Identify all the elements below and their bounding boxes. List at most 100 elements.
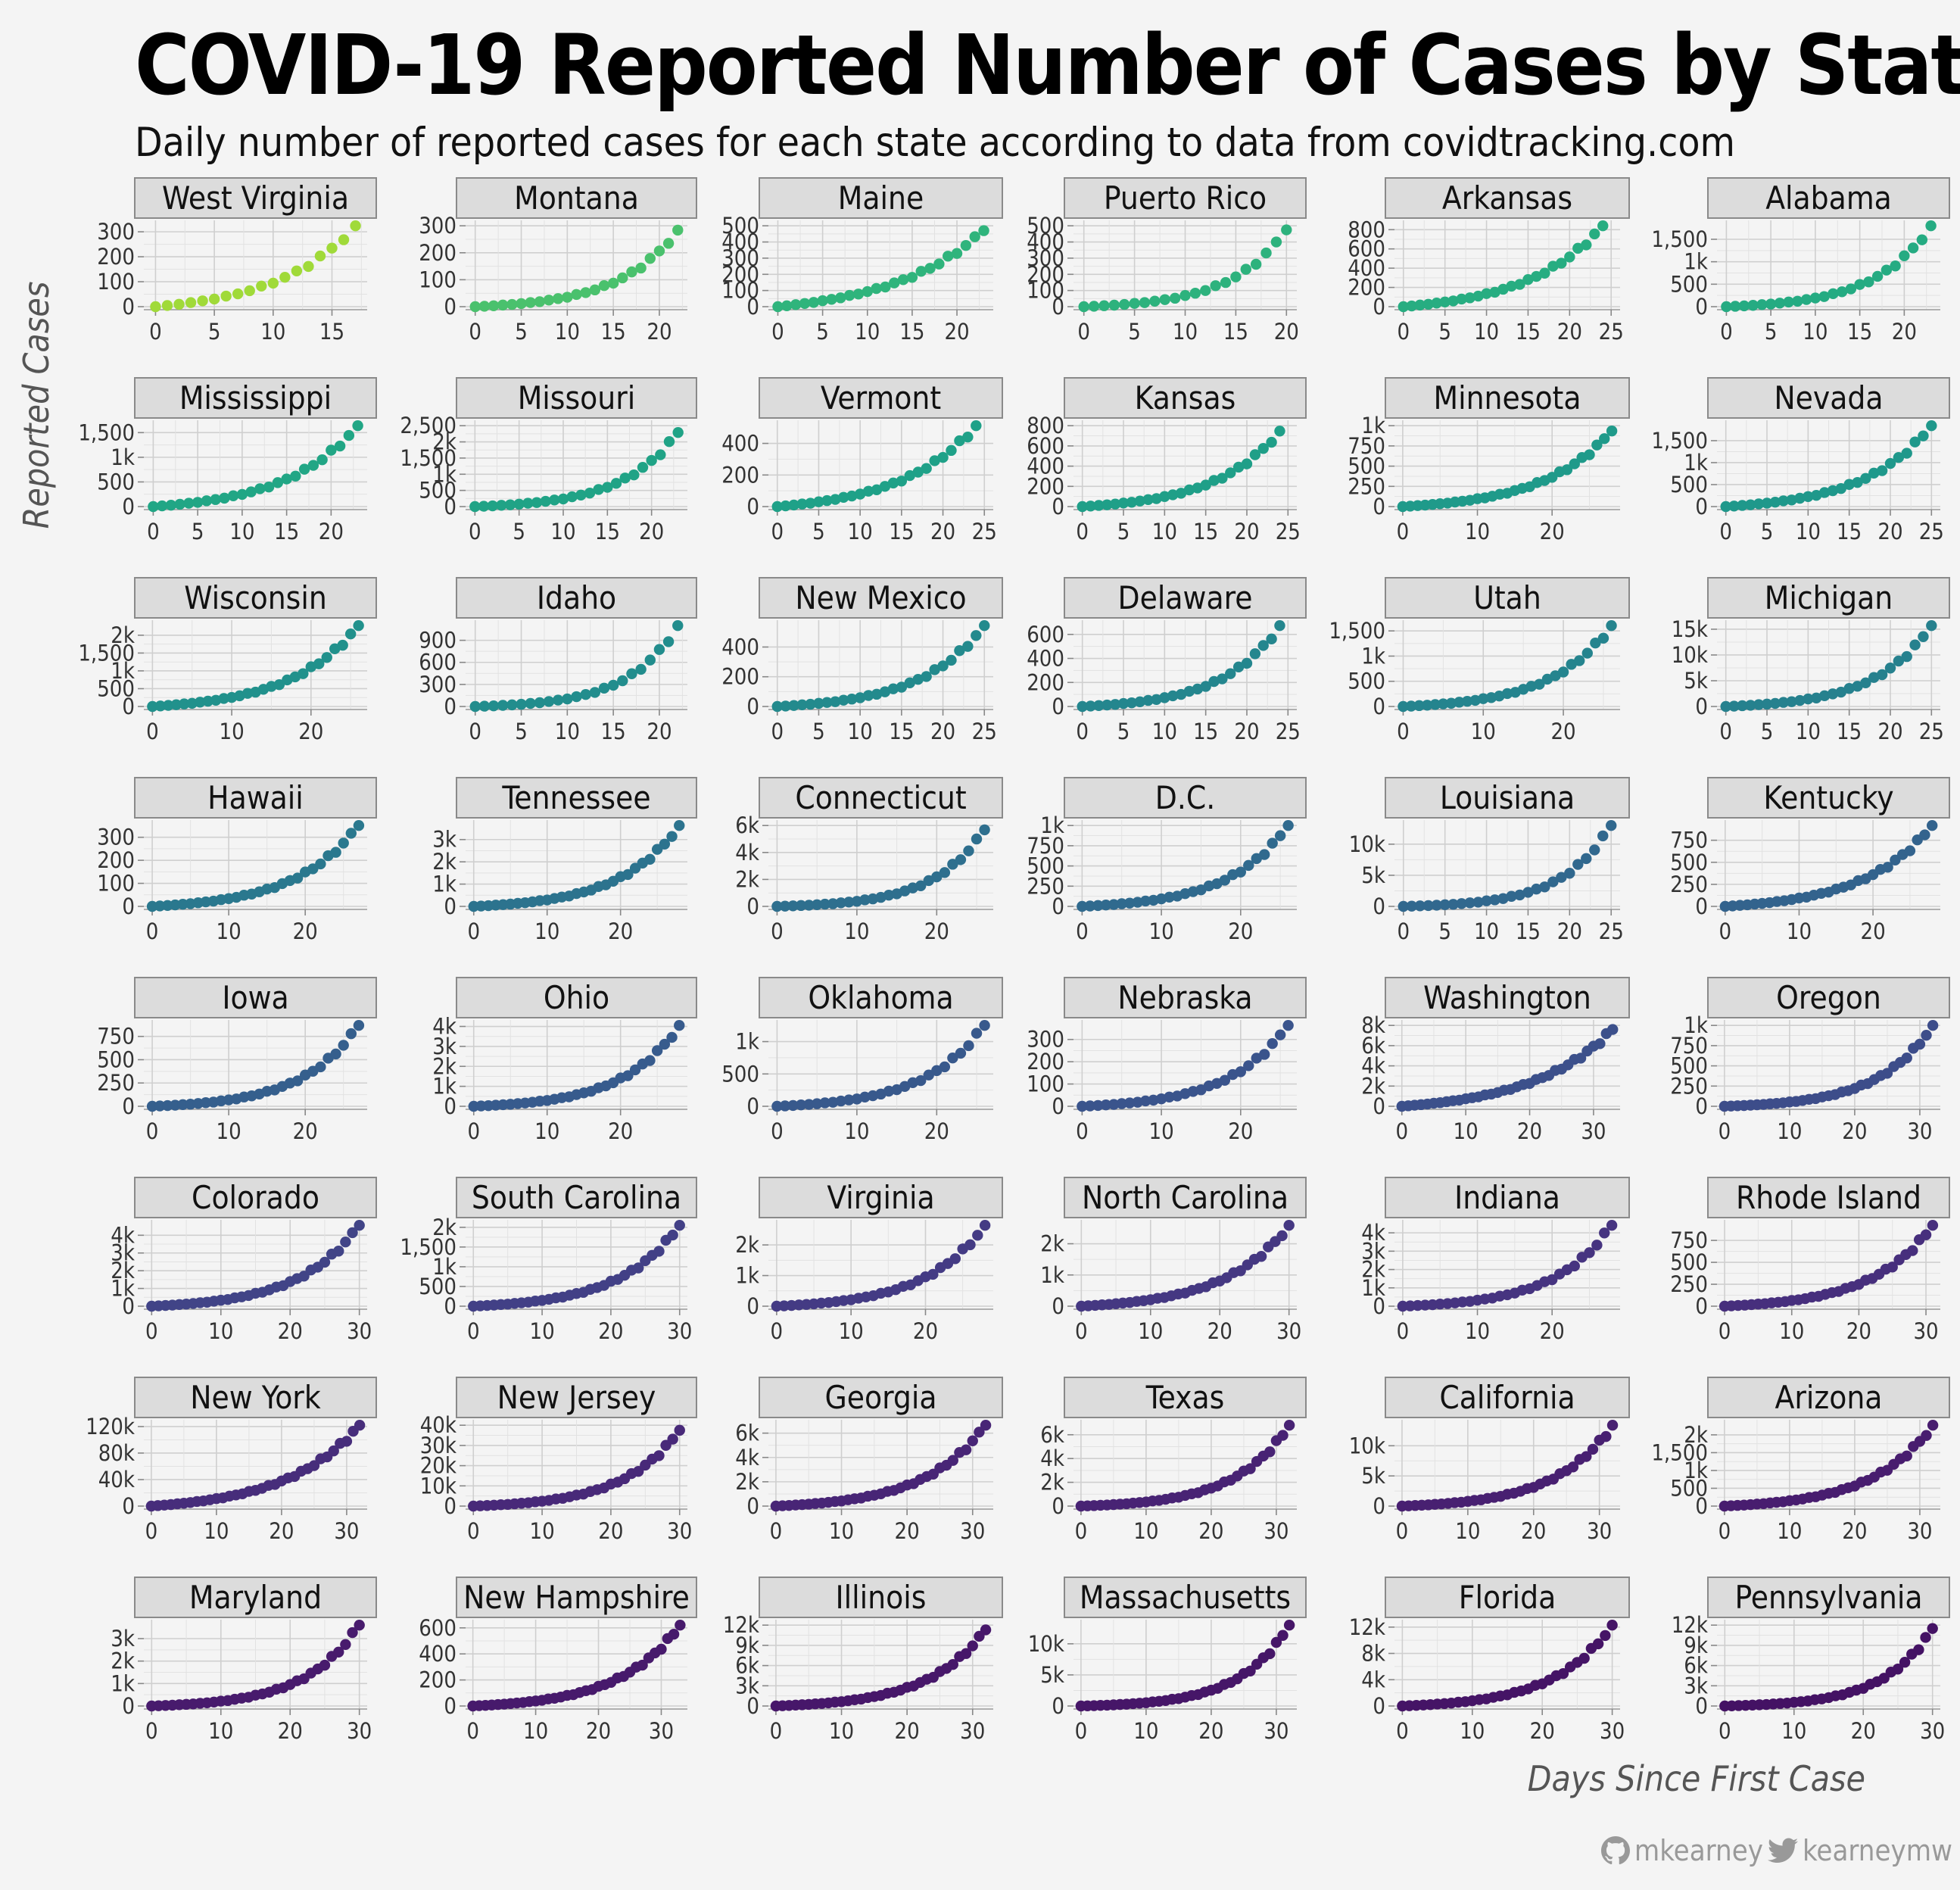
data-point bbox=[1077, 700, 1088, 713]
data-point bbox=[1843, 683, 1855, 694]
data-point bbox=[353, 1020, 365, 1031]
data-point bbox=[1431, 900, 1442, 911]
data-point bbox=[1534, 678, 1545, 690]
y-tick-label: 10k bbox=[1349, 1433, 1386, 1458]
data-point bbox=[1737, 700, 1748, 712]
data-point bbox=[666, 831, 678, 842]
data-point bbox=[516, 698, 527, 710]
data-point bbox=[1439, 899, 1451, 910]
data-point bbox=[1557, 1667, 1569, 1679]
data-point bbox=[672, 224, 684, 236]
x-tick-label: 15 bbox=[1837, 519, 1862, 544]
y-tick-label: 250 bbox=[97, 1070, 135, 1096]
data-point bbox=[584, 487, 596, 499]
data-point bbox=[313, 658, 325, 669]
data-point bbox=[562, 292, 573, 303]
data-point bbox=[156, 500, 168, 512]
data-point bbox=[674, 1220, 685, 1231]
y-tick-label: 80k bbox=[98, 1440, 136, 1466]
data-point bbox=[354, 1420, 366, 1431]
x-tick-label: 10 bbox=[844, 918, 869, 944]
data-point bbox=[1584, 1247, 1595, 1258]
panel-title: Massachusetts bbox=[1080, 1579, 1291, 1616]
data-point bbox=[1581, 239, 1592, 251]
chart-title: COVID-19 Reported Number of Cases by Sta… bbox=[135, 17, 1960, 114]
data-point bbox=[319, 1659, 331, 1671]
data-point bbox=[963, 1040, 974, 1052]
data-point bbox=[1927, 1623, 1938, 1634]
panel-massachusetts: Massachusetts 0 5k 10k 0 10 20 30 bbox=[1028, 1577, 1307, 1744]
y-tick-label: 1k bbox=[1684, 249, 1709, 275]
panel-title: North Carolina bbox=[1082, 1179, 1288, 1216]
y-tick-label: 12k bbox=[1672, 1612, 1709, 1638]
data-point bbox=[633, 1465, 644, 1477]
x-tick-label: 15 bbox=[595, 519, 620, 544]
data-point bbox=[1454, 697, 1465, 708]
data-point bbox=[1792, 295, 1803, 307]
panel-title: Minnesota bbox=[1433, 379, 1581, 416]
data-point bbox=[1100, 1099, 1111, 1111]
data-point bbox=[315, 1061, 326, 1073]
data-point bbox=[1783, 296, 1794, 308]
data-point bbox=[971, 420, 982, 432]
data-point bbox=[931, 871, 943, 883]
x-tick-label: 0 bbox=[469, 719, 481, 744]
data-point bbox=[1100, 900, 1111, 911]
data-point bbox=[1765, 298, 1777, 310]
data-point bbox=[780, 700, 791, 712]
data-point bbox=[1270, 1636, 1282, 1648]
data-point bbox=[862, 285, 873, 298]
data-point bbox=[1876, 669, 1888, 681]
x-tick-label: 20 bbox=[1842, 1518, 1867, 1544]
panel-strip bbox=[1385, 1177, 1630, 1218]
x-tick-label: 0 bbox=[1076, 519, 1089, 544]
y-tick-label: 0 bbox=[746, 294, 759, 320]
data-point bbox=[534, 296, 546, 307]
data-point bbox=[1249, 648, 1261, 660]
y-tick-label: 0 bbox=[746, 1493, 759, 1519]
panel-strip bbox=[1064, 1577, 1307, 1618]
data-point bbox=[843, 289, 855, 301]
panel-strip bbox=[1707, 577, 1950, 619]
data-point bbox=[924, 263, 936, 274]
x-tick-label: 0 bbox=[1397, 719, 1410, 744]
panel-title: Kentucky bbox=[1763, 779, 1893, 816]
data-point bbox=[244, 285, 255, 297]
y-tick-label: 500 bbox=[1348, 669, 1385, 694]
data-point bbox=[1217, 472, 1228, 484]
data-point bbox=[1277, 1430, 1288, 1441]
data-point bbox=[272, 477, 284, 488]
data-point bbox=[1192, 683, 1203, 695]
x-tick-label: 20 bbox=[598, 1318, 623, 1344]
data-point bbox=[1445, 697, 1457, 709]
y-tick-label: 500 bbox=[1348, 454, 1385, 479]
data-point bbox=[656, 1643, 667, 1655]
panel-title: Pennsylvania bbox=[1734, 1579, 1922, 1616]
y-tick-label: 4k bbox=[735, 840, 760, 865]
data-point bbox=[1578, 1652, 1590, 1664]
y-tick-label: 0 bbox=[444, 1493, 457, 1519]
data-point bbox=[811, 1098, 823, 1109]
data-point bbox=[835, 1095, 846, 1107]
panel-title: Utah bbox=[1473, 579, 1541, 616]
panel-strip bbox=[1707, 377, 1950, 419]
data-point bbox=[488, 300, 500, 311]
data-point bbox=[1267, 837, 1278, 849]
data-point bbox=[552, 694, 564, 706]
x-tick-label: 15 bbox=[1223, 319, 1248, 345]
panel-strip bbox=[1707, 177, 1950, 219]
data-point bbox=[788, 700, 799, 711]
y-tick-label: 0 bbox=[1373, 494, 1385, 519]
panel-strip bbox=[134, 1377, 377, 1418]
panel-strip bbox=[134, 577, 377, 619]
data-point bbox=[1564, 868, 1575, 879]
data-point bbox=[1561, 464, 1573, 476]
panel-strip bbox=[1385, 577, 1630, 619]
y-tick-label: 0 bbox=[122, 694, 135, 719]
